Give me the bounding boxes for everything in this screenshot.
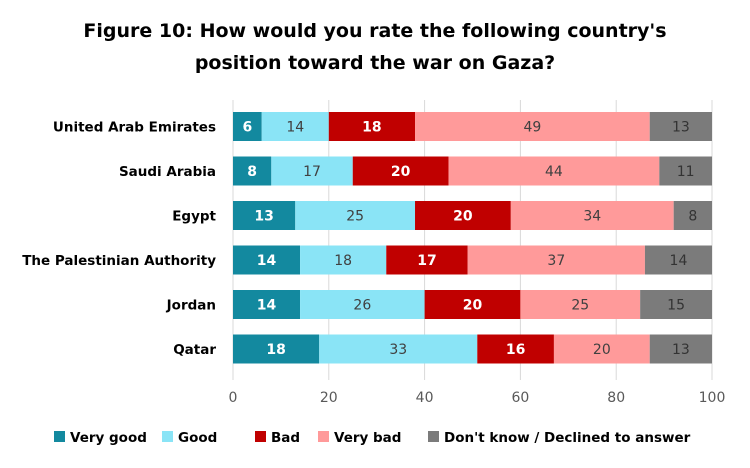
legend-swatch-3 [318,431,329,442]
data-label-the-palestinian-authority-1: 18 [334,253,352,269]
data-label-the-palestinian-authority-2: 17 [417,253,436,269]
chart-title-line-2: position toward the war on Gaza? [194,52,556,74]
bar-segment-the-palestinian-authority-0 [233,245,301,275]
bar-segment-jordan-3 [520,290,641,319]
data-label-united-arab-emirates-4: 13 [672,120,690,136]
data-label-jordan-4: 15 [667,298,685,314]
x-tick-label-0: 0 [229,390,238,406]
bar-segment-qatar-0 [233,334,320,364]
data-label-egypt-3: 34 [583,209,601,225]
category-label-the-palestinian-authority: The Palestinian Authority [22,253,216,269]
bar-segment-egypt-3 [510,201,674,230]
bar-segment-the-palestinian-authority-1 [300,245,387,275]
data-label-saudi-arabia-2: 20 [391,164,411,180]
category-label-saudi-arabia: Saudi Arabia [119,164,216,180]
data-label-egypt-2: 20 [453,209,473,225]
data-label-united-arab-emirates-2: 18 [362,120,381,136]
x-tick-label-100: 100 [699,390,726,406]
x-tick-label-40: 40 [416,390,434,406]
bar-segment-united-arab-emirates-2 [328,112,416,141]
bar-segment-egypt-1 [295,201,416,230]
bar-segment-saudi-arabia-4 [659,156,712,186]
x-tick-label-20: 20 [320,390,338,406]
legend-swatch-4 [428,431,439,442]
data-label-jordan-1: 26 [353,298,371,314]
bar-segment-united-arab-emirates-4 [649,112,712,141]
bar-segment-egypt-2 [415,201,511,230]
data-label-egypt-0: 13 [254,209,273,225]
data-label-qatar-4: 13 [672,342,690,358]
data-label-jordan-3: 25 [571,298,589,314]
bar-segment-saudi-arabia-3 [448,156,660,186]
chart-title-line-1: Figure 10: How would you rate the follow… [83,20,667,42]
data-label-united-arab-emirates-0: 6 [242,120,252,136]
legend-label-4: Don't know / Declined to answer [444,430,691,446]
data-label-saudi-arabia-4: 11 [677,164,695,180]
data-label-united-arab-emirates-3: 49 [523,120,541,136]
bar-segment-qatar-2 [477,334,554,364]
x-tick-label-60: 60 [511,390,529,406]
data-label-united-arab-emirates-1: 14 [286,120,304,136]
bar-segment-jordan-2 [424,290,521,319]
bar-segment-jordan-1 [300,290,425,319]
bar-segment-the-palestinian-authority-3 [467,245,645,275]
data-label-saudi-arabia-0: 8 [247,164,257,180]
legend-label-3: Very bad [334,430,401,446]
bar-segment-jordan-4 [640,290,712,319]
legend-label-1: Good [178,430,217,446]
data-label-qatar-3: 20 [593,342,611,358]
legend-swatch-1 [162,431,173,442]
data-label-qatar-0: 18 [266,342,285,358]
bar-segment-qatar-3 [553,334,650,364]
legend-swatch-2 [255,431,266,442]
bar-segment-the-palestinian-authority-2 [386,245,468,275]
bar-segment-egypt-0 [233,201,296,230]
category-label-united-arab-emirates: United Arab Emirates [53,120,216,136]
data-label-qatar-2: 16 [506,342,525,358]
bar-segment-jordan-0 [233,290,301,319]
data-label-qatar-1: 33 [389,342,407,358]
bar-segment-saudi-arabia-0 [233,156,272,186]
legend-label-0: Very good [70,430,147,446]
legend-swatch-0 [54,431,65,442]
data-label-egypt-1: 25 [346,209,364,225]
bar-segment-qatar-4 [649,334,712,364]
bar-segment-egypt-4 [673,201,712,230]
bar-segment-united-arab-emirates-1 [261,112,329,141]
legend-label-2: Bad [271,430,300,446]
data-label-egypt-4: 8 [688,209,697,225]
bar-segment-the-palestinian-authority-4 [644,245,712,275]
category-label-qatar: Qatar [173,342,216,358]
data-label-the-palestinian-authority-3: 37 [547,253,565,269]
bar-segment-saudi-arabia-2 [352,156,449,186]
data-label-the-palestinian-authority-0: 14 [257,253,277,269]
data-label-the-palestinian-authority-4: 14 [670,253,688,269]
x-tick-label-80: 80 [607,390,625,406]
category-label-jordan: Jordan [166,298,216,314]
data-label-saudi-arabia-3: 44 [545,164,563,180]
bar-segment-qatar-1 [319,334,478,364]
bar-segment-united-arab-emirates-3 [415,112,650,141]
data-label-jordan-0: 14 [257,298,277,314]
bar-segment-saudi-arabia-1 [271,156,353,186]
category-label-egypt: Egypt [172,209,216,225]
data-label-jordan-2: 20 [463,298,483,314]
data-label-saudi-arabia-1: 17 [303,164,321,180]
bar-segment-united-arab-emirates-0 [233,112,262,141]
